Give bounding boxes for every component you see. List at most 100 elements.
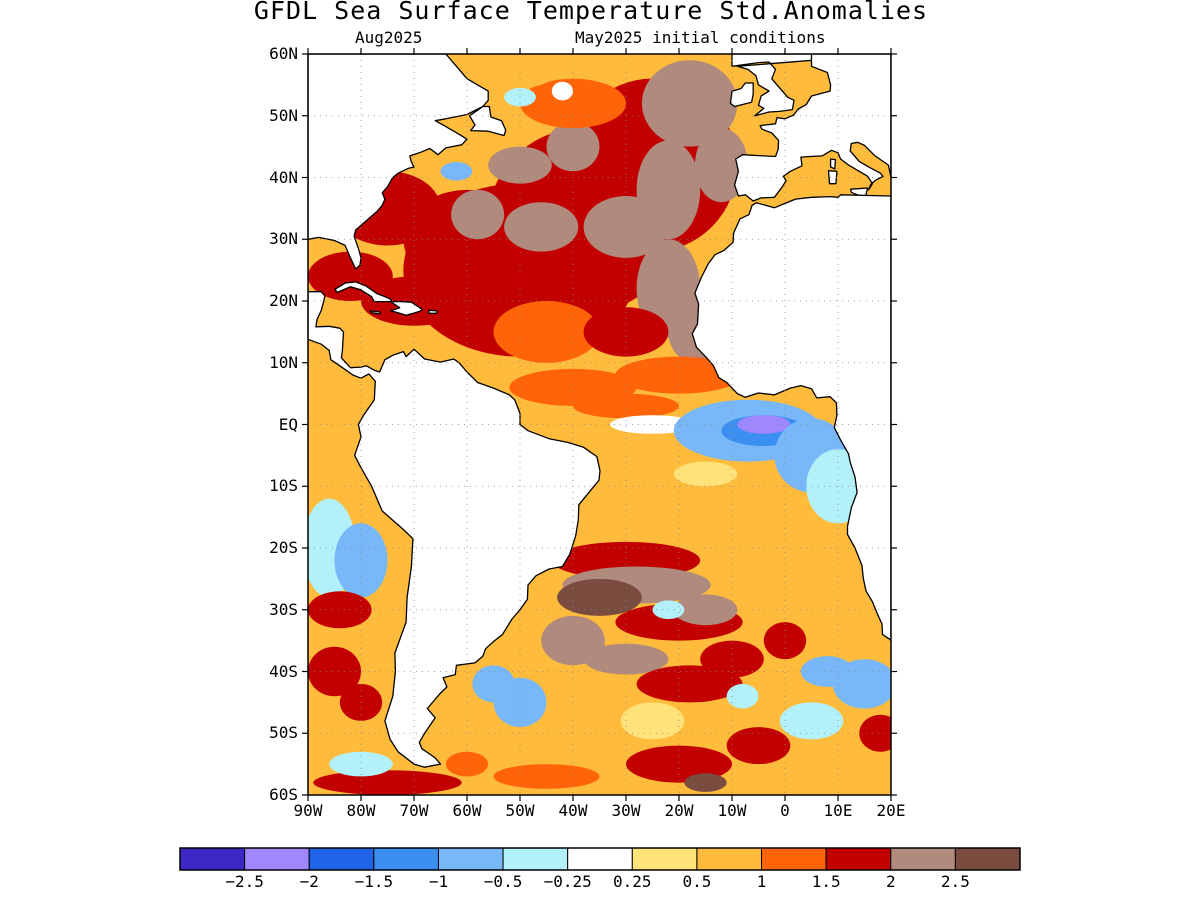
axis-ticks (302, 48, 897, 801)
anomaly-patch (440, 162, 473, 181)
anomaly-patch (546, 121, 600, 172)
colorbar-swatch (179, 847, 246, 871)
colorbar-swatch (696, 847, 763, 871)
anomaly-patch (573, 393, 679, 419)
lat-label: 10S (269, 476, 298, 496)
anomaly-patch (493, 764, 600, 789)
anomaly-patch (700, 640, 764, 678)
anomaly-patch (472, 665, 515, 703)
colorbar-swatch (954, 847, 1021, 871)
colorbar-swatch (567, 847, 633, 871)
land-polygon (390, 300, 424, 316)
colorbar-label: 0.5 (682, 872, 712, 891)
land-polygon (308, 54, 489, 270)
land-polygon (369, 310, 382, 315)
anomaly-patch (763, 622, 807, 660)
subtitle-left: Aug2025 (355, 28, 423, 47)
lon-label: 60W (452, 801, 482, 820)
lon-label: 10E (823, 801, 853, 820)
colorbar-swatch (631, 847, 698, 871)
anomaly-patch (504, 87, 536, 107)
land-polygon (334, 281, 393, 303)
lon-label: 20E (876, 801, 906, 820)
land-polygon (827, 170, 838, 185)
anomaly-patch (334, 523, 388, 598)
lat-label: 50S (269, 723, 298, 743)
anomaly-patch (684, 773, 727, 792)
land-polygon (308, 291, 601, 768)
lon-label: 0 (780, 801, 790, 820)
anomaly-patch (451, 189, 505, 240)
lat-label: 50N (269, 105, 298, 125)
anomaly-patch (583, 643, 669, 675)
lon-label: 30W (611, 801, 641, 820)
land-polygon (468, 105, 507, 137)
anomaly-patch (308, 591, 372, 629)
anomaly-patch (308, 646, 361, 697)
colorbar-label: −1 (428, 872, 449, 891)
lat-label: 40N (269, 167, 298, 187)
colorbar-label: −0.5 (483, 872, 523, 891)
anomaly-patch (779, 702, 844, 740)
land-polygon (829, 158, 837, 170)
lon-label: 10W (717, 801, 747, 820)
lon-label: 50W (505, 801, 535, 820)
anomaly-patch (673, 594, 738, 626)
subtitle-right: May2025 initial conditions (575, 28, 826, 47)
colorbar-swatch (437, 847, 504, 871)
lat-label: 30S (269, 599, 298, 619)
colorbar-swatch (825, 847, 892, 871)
anomaly-patch (557, 578, 642, 616)
lon-label: 20W (664, 801, 694, 820)
lat-label: 40S (269, 661, 298, 681)
lat-label: 60N (269, 44, 298, 63)
anomaly-patch (583, 307, 669, 357)
anomaly-patch (726, 683, 759, 709)
colorbar (179, 847, 1021, 871)
anomaly-patch (726, 727, 791, 765)
lon-label: 70W (399, 801, 429, 820)
anomaly-field (308, 54, 891, 795)
lon-label: 40W (558, 801, 588, 820)
anomaly-patch (610, 415, 695, 434)
colorbar-label: −0.25 (543, 872, 592, 891)
land-polygon (428, 309, 438, 314)
land-masses (308, 54, 891, 768)
colorbar-label: 1.5 (811, 872, 841, 891)
land-polygon (733, 54, 891, 202)
anomaly-patch (615, 356, 743, 394)
colorbar-label: 2 (885, 872, 896, 891)
anomaly-patch (313, 770, 462, 795)
anomaly-patch (620, 702, 685, 740)
anomaly-patch (551, 81, 574, 101)
colorbar-label: 2.5 (940, 872, 970, 891)
land-polygon (731, 54, 891, 117)
colorbar-swatch (502, 847, 569, 871)
colorbar-swatch (244, 847, 310, 871)
anomaly-patch (737, 415, 791, 434)
anomaly-patch (636, 140, 701, 240)
colorbar-label: −2.5 (225, 872, 264, 891)
lat-label: 60S (269, 785, 298, 804)
anomaly-patch (673, 461, 738, 487)
colorbar-swatch (373, 847, 439, 871)
colorbar-label: 1 (756, 872, 767, 891)
colorbar-label: −2 (299, 872, 319, 891)
anomaly-patch (329, 751, 393, 777)
lat-label: 20N (269, 291, 298, 310)
land-polygon (691, 194, 891, 642)
anomaly-patch (832, 659, 891, 709)
anomaly-patch (520, 78, 626, 129)
colorbar-swatch (308, 847, 375, 871)
map-title: GFDL Sea Surface Temperature Std.Anomali… (253, 0, 929, 25)
lat-label: 10N (269, 352, 298, 372)
lat-label: 30N (269, 229, 298, 249)
lon-label: 80W (346, 801, 376, 820)
anomaly-patch (493, 301, 600, 363)
land-polygon (729, 82, 754, 108)
anomaly-patch (641, 60, 738, 147)
anomaly-patch (488, 146, 552, 184)
anomaly-patch (859, 714, 891, 752)
colorbar-frame (179, 847, 1021, 871)
